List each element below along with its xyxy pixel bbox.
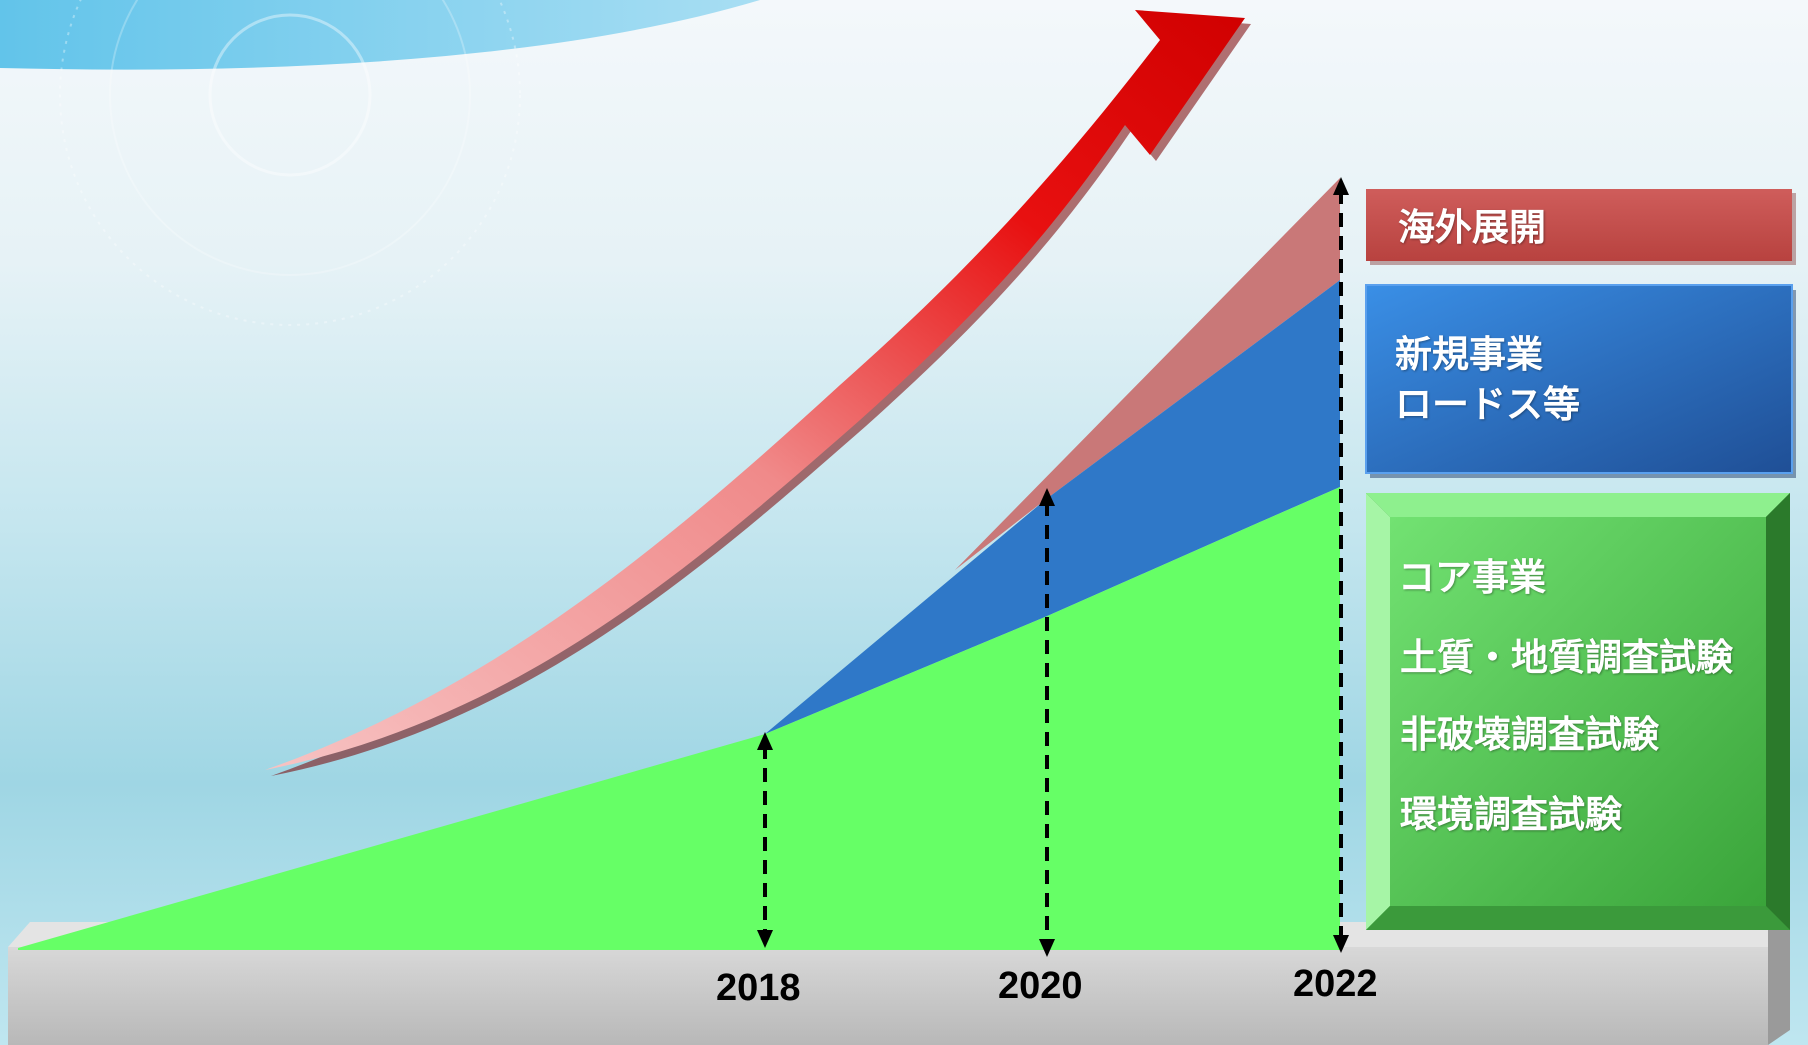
year-label-2018: 2018 (716, 967, 801, 1009)
core-business-area (18, 487, 1340, 950)
growth-arrow-icon (265, 10, 1251, 776)
legend-core-business-item: 環境調査試験 (1400, 793, 1622, 836)
legend-core-business-item: 土質・地質調査試験 (1400, 636, 1733, 679)
year-label-2022: 2022 (1293, 963, 1378, 1005)
year-label-2020: 2020 (998, 965, 1083, 1007)
legend-new-business-box (1365, 284, 1796, 478)
legend-core-business-box (1366, 493, 1790, 930)
overseas-area (955, 178, 1340, 570)
legend-overseas-label: 海外展開 (1398, 206, 1546, 249)
legend-new-business-line-1: 新規事業 (1395, 333, 1543, 376)
legend-new-business-line-2: ロードス等 (1395, 383, 1580, 426)
legend-core-business-title: コア事業 (1398, 556, 1546, 599)
legend-core-business-item: 非破壊調査試験 (1400, 713, 1659, 756)
decorative-header (0, 0, 760, 326)
legend-overseas-box (1366, 189, 1796, 265)
new-business-area (765, 280, 1340, 734)
